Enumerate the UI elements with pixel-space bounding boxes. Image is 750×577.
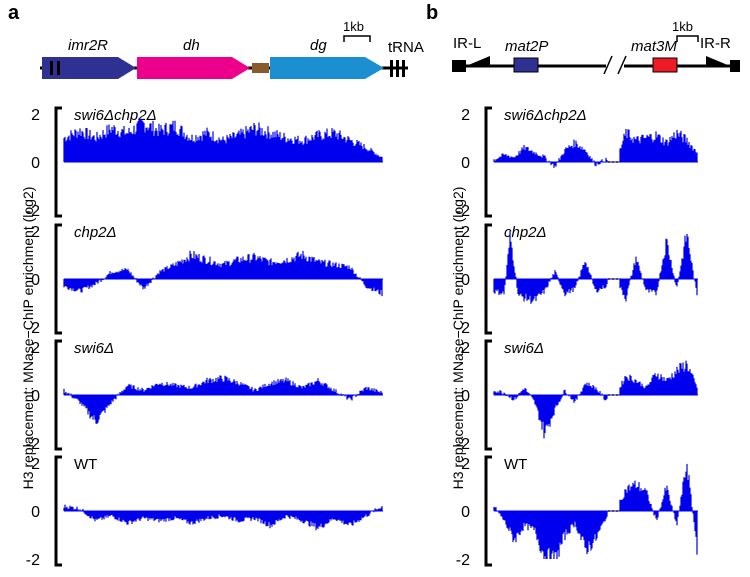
signal-series	[493, 128, 698, 168]
feature-box-mat3M	[652, 57, 678, 73]
feature-label-ir-r: IR-R	[700, 35, 731, 52]
feature-label-trna: tRNA	[388, 39, 424, 56]
y-tick-label: 2	[461, 107, 470, 124]
feature-arrow-imr2R	[42, 57, 136, 79]
y-tick-label: -2	[26, 320, 40, 337]
signal-series	[63, 250, 383, 297]
track-a-3: 2 0 -2 WT	[26, 455, 383, 569]
track-title: swi6Δchp2Δ	[74, 107, 157, 124]
ir-r-wedge	[706, 56, 730, 66]
feature-box-mat2P	[513, 57, 539, 73]
track-b-2: 2 0 -2 swi6Δ	[456, 339, 698, 453]
feature-arrow-dh	[137, 57, 250, 79]
signal-bars	[63, 250, 383, 297]
y-tick-label: 0	[31, 388, 40, 405]
track-b-3: 2 0 -2 WT	[456, 455, 698, 569]
y-tick-label: 0	[461, 272, 470, 289]
y-axis-bracket	[484, 455, 492, 567]
feature-label-dh: dh	[183, 37, 200, 54]
feature-box-brown	[252, 63, 269, 73]
y-tick-label: -2	[456, 436, 470, 453]
y-tick-label: -2	[456, 320, 470, 337]
trna-bar-1	[390, 60, 393, 77]
y-axis-bracket	[54, 455, 62, 567]
feature-arrow-dg	[270, 57, 384, 79]
trna-bar-2	[396, 60, 399, 77]
ir-r-block	[730, 60, 740, 72]
y-tick-label: 2	[31, 107, 40, 124]
signal-bars	[493, 231, 698, 304]
feature-label-ir-l: IR-L	[453, 35, 481, 52]
imr2R-tick-2	[57, 61, 60, 75]
gene-track-a: imr2R dh dg tRNA 1kb	[40, 19, 424, 79]
y-axis-bracket	[484, 339, 492, 451]
track-b-0: 2 0 -2 swi6Δchp2Δ	[456, 106, 698, 220]
signal-series	[63, 504, 383, 531]
track-title: WT	[504, 456, 527, 473]
ir-l-wedge	[466, 56, 490, 66]
track-title: swi6Δ	[504, 340, 544, 357]
scale-label-b: 1kb	[672, 19, 693, 34]
y-axis-bracket	[484, 106, 492, 218]
signal-series	[63, 375, 383, 424]
y-tick-label: -2	[26, 436, 40, 453]
y-tick-label: -2	[456, 552, 470, 569]
track-title: WT	[74, 456, 97, 473]
break-mark-1	[603, 55, 613, 75]
scale-bracket-a	[343, 35, 371, 42]
track-a-2: 2 0 -2 swi6Δ	[26, 339, 383, 453]
feature-label-mat3M: mat3M	[631, 38, 677, 55]
y-tick-label: 2	[31, 456, 40, 473]
chip-tracks: 20-2swi6Δchp2Δ20-2chp2Δ20-2swi6Δ20-2WT20…	[26, 106, 698, 569]
track-title: swi6Δchp2Δ	[504, 107, 587, 124]
signal-series	[63, 118, 383, 163]
y-tick-label: 0	[31, 155, 40, 172]
y-tick-label: 0	[461, 504, 470, 521]
y-tick-label: 0	[461, 388, 470, 405]
ir-l-block	[452, 60, 466, 72]
imr2R-tick-1	[50, 61, 53, 75]
panel-letter-a: a	[8, 2, 20, 24]
y-tick-label: -2	[456, 203, 470, 220]
y-axis-bracket	[484, 223, 492, 335]
feature-label-mat2P: mat2P	[505, 38, 548, 55]
y-tick-label: 2	[461, 340, 470, 357]
trna-bar-3	[402, 60, 405, 77]
y-tick-label: 2	[461, 224, 470, 241]
y-tick-label: 2	[31, 340, 40, 357]
y-tick-label: 0	[31, 504, 40, 521]
signal-bars	[493, 360, 698, 439]
y-tick-label: 2	[31, 224, 40, 241]
gene-track-b: IR-L mat2P mat3M IR-R 1kb	[452, 19, 740, 75]
y-tick-label: -2	[26, 203, 40, 220]
y-tick-label: 0	[461, 155, 470, 172]
panel-letter-b: b	[426, 2, 439, 24]
signal-bars	[63, 504, 383, 531]
feature-label-imr2R: imr2R	[68, 37, 108, 54]
y-tick-label: 2	[461, 456, 470, 473]
track-title: swi6Δ	[74, 340, 114, 357]
y-axis-bracket	[54, 339, 62, 451]
track-a-1: 2 0 -2 chp2Δ	[26, 223, 383, 337]
track-title: chp2Δ	[74, 224, 117, 241]
y-tick-label: 0	[31, 272, 40, 289]
signal-bars	[63, 118, 383, 162]
signal-series	[493, 231, 698, 304]
scale-bracket-b	[676, 35, 699, 42]
signal-bars	[63, 375, 383, 424]
signal-series	[493, 360, 698, 439]
y-tick-label: -2	[26, 552, 40, 569]
break-mark-2	[617, 55, 627, 75]
feature-label-dg: dg	[310, 37, 327, 54]
signal-series	[493, 463, 698, 559]
track-a-0: 2 0 -2 swi6Δchp2Δ	[26, 106, 383, 220]
track-b-1: 2 0 -2 chp2Δ	[456, 223, 698, 337]
y-axis-bracket	[54, 106, 62, 218]
track-title: chp2Δ	[504, 224, 547, 241]
scale-label-a: 1kb	[343, 19, 364, 34]
signal-bars	[493, 463, 698, 559]
y-axis-bracket	[54, 223, 62, 335]
